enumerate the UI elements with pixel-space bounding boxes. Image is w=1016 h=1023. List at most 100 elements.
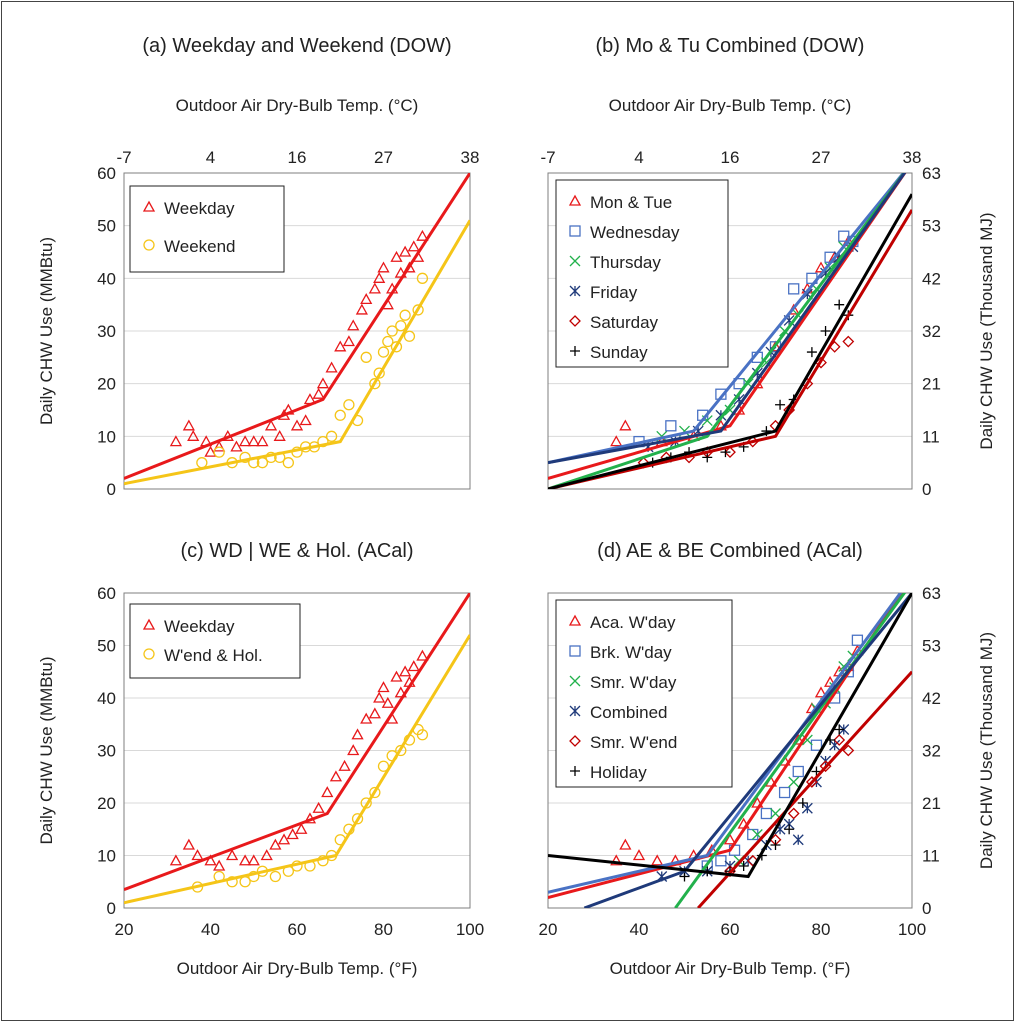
- legend-marker: [569, 225, 581, 237]
- legend: Weekday Weekend: [129, 185, 285, 273]
- y2-axis-label: Daily CHW Use (Thousand MJ): [977, 632, 996, 869]
- legend-box: [129, 603, 301, 679]
- data-point: [377, 346, 390, 358]
- data-point: [792, 733, 805, 745]
- data-point: [787, 807, 800, 820]
- data-point: [239, 451, 251, 464]
- data-point: [778, 786, 791, 799]
- data-point: [390, 341, 403, 353]
- fit-line: [124, 173, 470, 480]
- y-tick-label: 0: [107, 480, 116, 499]
- y-tick-label: 40: [97, 269, 116, 288]
- data-point: [226, 876, 238, 888]
- data-layer: [124, 593, 470, 905]
- x2-tick-label: 4: [634, 148, 643, 167]
- data-point: [213, 446, 225, 458]
- y2-tick-label: 32: [922, 742, 941, 761]
- data-point: [256, 435, 269, 447]
- data-point: [204, 445, 217, 457]
- legend-label: Weekday: [164, 617, 235, 636]
- x-axis-label: Outdoor Air Dry-Bulb Temp. (°F): [610, 959, 851, 978]
- data-point: [801, 802, 813, 814]
- data-point: [334, 409, 346, 421]
- data-point: [377, 681, 390, 693]
- fit-line: [548, 173, 907, 465]
- data-point: [610, 435, 623, 447]
- fit-line: [548, 173, 906, 465]
- data-point: [382, 335, 394, 348]
- data-point: [342, 335, 356, 347]
- data-point: [226, 849, 239, 861]
- data-point: [788, 283, 800, 295]
- x2-tick-label: 38: [903, 148, 922, 167]
- data-point: [312, 387, 325, 399]
- plot-area: [547, 172, 913, 490]
- data-point: [347, 319, 360, 331]
- y-tick-label: 30: [97, 742, 116, 761]
- data-point: [399, 309, 411, 321]
- top-axis-label: Outdoor Air Dry-Bulb Temp. (°C): [609, 96, 852, 115]
- data-point: [169, 435, 183, 447]
- data-point: [416, 649, 429, 661]
- y-tick-label: 60: [97, 584, 116, 603]
- data-point: [715, 855, 727, 867]
- data-point: [325, 361, 338, 373]
- data-point: [377, 261, 390, 273]
- data-point: [792, 834, 804, 846]
- legend-label: Saturday: [590, 313, 659, 332]
- data-point: [351, 728, 364, 740]
- x-tick-label: 100: [456, 920, 484, 939]
- panel-1: (a) Weekday and Weekend (DOW) 0 10 20 30 40 50…: [37, 35, 479, 499]
- data-point: [395, 320, 407, 332]
- x2-tick-label: 4: [206, 148, 215, 167]
- fit-line: [124, 593, 470, 892]
- data-point: [182, 838, 195, 850]
- data-point: [334, 340, 347, 352]
- data-point: [204, 854, 217, 866]
- data-point: [269, 870, 282, 883]
- data-point: [347, 744, 360, 756]
- data-point: [738, 861, 749, 871]
- data-point: [360, 712, 373, 724]
- legend-label: Smr. W'end: [590, 733, 677, 752]
- data-point: [247, 435, 260, 447]
- x-tick-label: 60: [288, 920, 307, 939]
- data-point: [381, 696, 394, 708]
- data-point: [360, 293, 373, 305]
- legend-marker: [570, 766, 580, 776]
- y-tick-label: 30: [97, 322, 116, 341]
- data-point: [373, 271, 386, 283]
- data-point: [815, 356, 827, 369]
- legend-marker: [143, 648, 155, 660]
- data-point: [833, 734, 846, 746]
- legend-marker: [569, 285, 581, 297]
- legend-label: Combined: [590, 703, 668, 722]
- data-point: [665, 420, 677, 432]
- x2-tick-label: 27: [374, 148, 393, 167]
- data-point: [403, 330, 416, 342]
- data-point: [169, 854, 183, 866]
- legend-label: Aca. W'day: [590, 613, 676, 632]
- legend-label: Brk. W'day: [590, 643, 672, 662]
- x-tick-label: 40: [630, 920, 649, 939]
- data-layer: [124, 173, 470, 486]
- legend: Weekday W'end & Hol.: [129, 603, 301, 679]
- data-point: [770, 840, 781, 850]
- panel-title: (a) Weekday and Weekend (DOW): [142, 35, 451, 57]
- data-point: [814, 686, 828, 698]
- y2-tick-label: 32: [922, 322, 941, 341]
- fit-line: [548, 173, 906, 489]
- legend-marker: [142, 200, 156, 212]
- data-point: [295, 822, 308, 834]
- data-point: [760, 807, 773, 820]
- data-point: [369, 378, 381, 390]
- fit-line: [548, 593, 903, 894]
- legend-marker: [142, 618, 156, 630]
- data-point: [191, 849, 204, 861]
- data-point: [230, 440, 243, 452]
- data-point: [260, 849, 273, 861]
- legend-marker: [569, 645, 581, 657]
- legend-label: Weekday: [164, 199, 235, 218]
- data-point: [368, 707, 381, 719]
- legend-marker: [569, 255, 581, 267]
